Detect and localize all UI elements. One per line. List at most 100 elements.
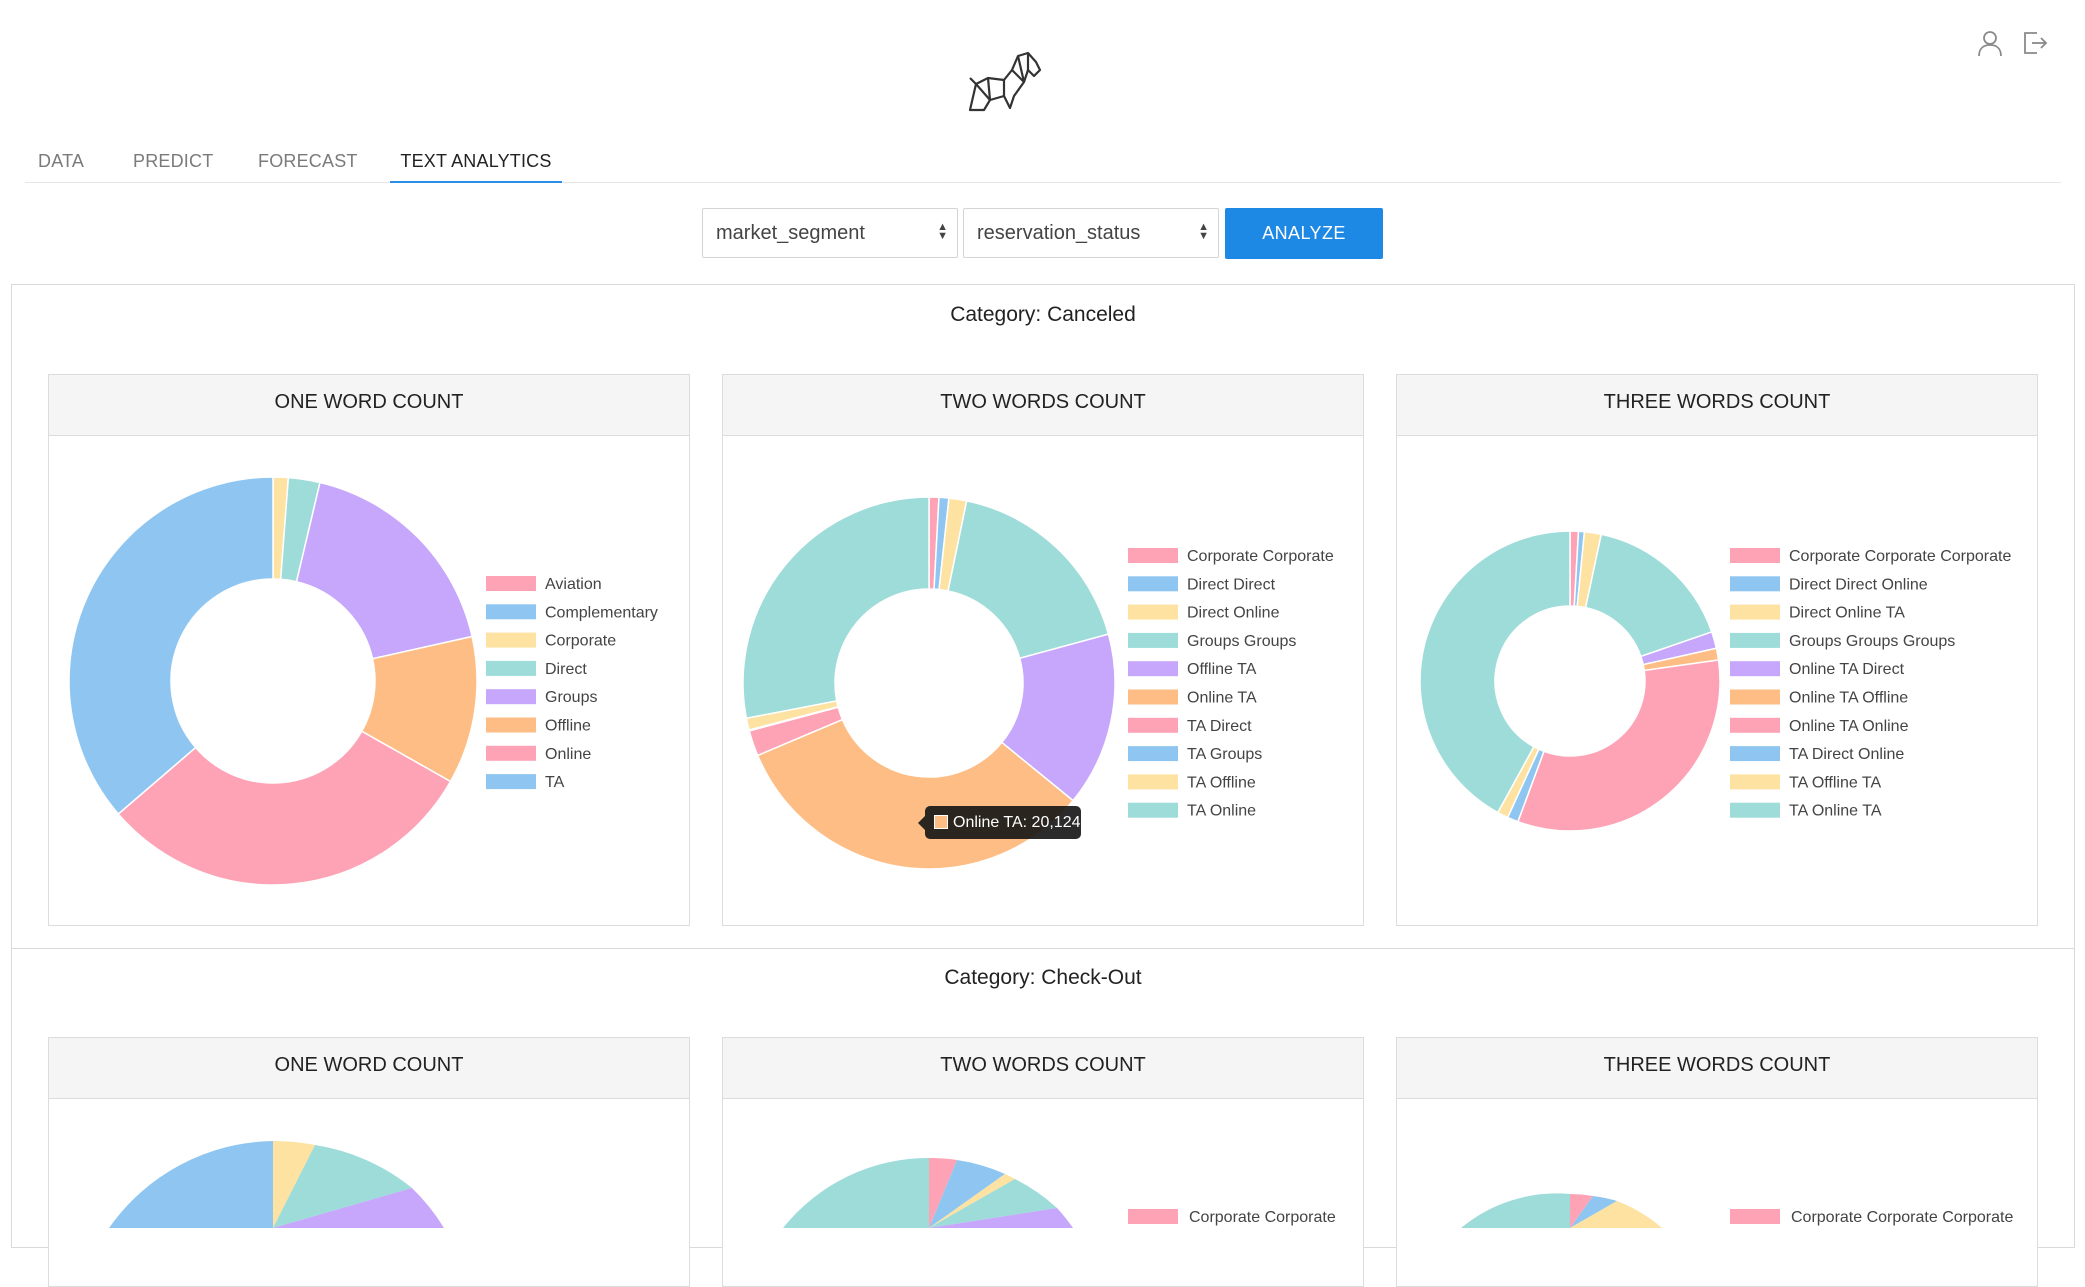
legend-swatch[interactable]: [486, 660, 536, 676]
pie-slice: [1570, 1196, 1617, 1228]
legend-label[interactable]: TA: [545, 774, 565, 791]
pie-slice-groups-groups-groups[interactable]: [1584, 533, 1713, 658]
legend-label[interactable]: TA Groups: [1187, 746, 1262, 763]
pie-slice: [109, 1141, 273, 1228]
legend-swatch[interactable]: [486, 689, 536, 705]
legend-swatch: [1730, 1209, 1780, 1224]
legend-label[interactable]: Direct Online: [1187, 605, 1280, 622]
legend-swatch[interactable]: [1730, 774, 1780, 790]
legend-label[interactable]: Direct Direct: [1187, 576, 1276, 593]
legend-label[interactable]: Groups: [545, 689, 597, 706]
donut-chart-one-word: Aviation Complementary Corporate Direct Grou…: [68, 476, 658, 886]
card-header: ONE WORD COUNT: [49, 375, 689, 436]
legend-swatch[interactable]: [1730, 689, 1780, 705]
category-title: Category: Canceled: [950, 303, 1136, 326]
legend-label[interactable]: Online TA Online: [1789, 718, 1909, 735]
legend-label[interactable]: TA Online TA: [1789, 803, 1882, 820]
pie-slice: [929, 1174, 1015, 1228]
legend-swatch[interactable]: [486, 717, 536, 733]
pie-slice-groups-groups[interactable]: [947, 499, 1110, 660]
legend-swatch[interactable]: [1730, 632, 1780, 648]
column-select-value: market_segment: [716, 222, 865, 244]
legend-label[interactable]: Offline: [545, 718, 591, 735]
user-icon[interactable]: [1975, 28, 2005, 58]
legend-swatch[interactable]: [486, 745, 536, 761]
legend-label[interactable]: Corporate Corporate: [1187, 548, 1334, 565]
legend-swatch[interactable]: [1128, 802, 1178, 818]
legend-swatch[interactable]: [1128, 661, 1178, 677]
pie-slice-online[interactable]: [117, 730, 452, 886]
legend-swatch[interactable]: [1128, 632, 1178, 648]
legend-swatch[interactable]: [1128, 746, 1178, 762]
legend-swatch[interactable]: [486, 632, 536, 648]
legend-swatch[interactable]: [486, 604, 536, 620]
legend-swatch[interactable]: [1128, 689, 1178, 705]
legend-swatch[interactable]: [1128, 576, 1178, 592]
chart-card-one-word: ONE WORD COUNT: [48, 1037, 690, 1287]
legend-label[interactable]: Direct: [545, 661, 587, 678]
legend-swatch[interactable]: [1730, 802, 1780, 818]
legend-swatch[interactable]: [1730, 717, 1780, 733]
tab-text-analytics[interactable]: TEXT ANALYTICS: [390, 138, 562, 183]
legend-swatch[interactable]: [486, 576, 536, 591]
tooltip-swatch: [934, 815, 948, 829]
chart-card-three-words: THREE WORDS COUNT Corporate Corporate Co…: [1396, 1037, 2038, 1287]
legend-label[interactable]: TA Direct Online: [1789, 746, 1904, 763]
pie-slice: [783, 1157, 929, 1228]
legend-swatch[interactable]: [1128, 774, 1178, 790]
chart-card-two-words: TWO WORDS COUNT Corporate Corporate Direc…: [722, 374, 1364, 926]
legend-swatch[interactable]: [1128, 548, 1178, 563]
logout-icon[interactable]: [2019, 28, 2049, 58]
legend-label[interactable]: Aviation: [545, 576, 602, 593]
pie-slice-ta[interactable]: [68, 476, 274, 816]
legend-label[interactable]: Online TA Direct: [1789, 661, 1905, 678]
legend-label[interactable]: Direct Direct Online: [1789, 576, 1928, 593]
tab-predict[interactable]: PREDICT: [133, 151, 214, 171]
legend-label[interactable]: Groups Groups Groups: [1789, 633, 1955, 650]
pie-slice-ta-online-ta[interactable]: [1419, 530, 1571, 814]
legend-label[interactable]: TA Offline TA: [1789, 774, 1882, 791]
legend-swatch[interactable]: [486, 774, 536, 790]
legend-label[interactable]: Groups Groups: [1187, 633, 1296, 650]
pie-slice: [273, 1145, 412, 1228]
logo: [966, 48, 1042, 116]
legend-label[interactable]: TA Online: [1187, 803, 1256, 820]
legend-swatch[interactable]: [1730, 746, 1780, 762]
legend-swatch[interactable]: [1730, 604, 1780, 620]
card-header: TWO WORDS COUNT: [723, 375, 1363, 436]
legend-label[interactable]: Online TA Offline: [1789, 690, 1908, 707]
legend-label[interactable]: Corporate Corporate Corporate: [1789, 548, 2011, 565]
pie-slice: [1570, 1201, 1662, 1228]
tab-data[interactable]: DATA: [38, 151, 85, 171]
tab-forecast[interactable]: FORECAST: [258, 151, 358, 171]
legend-label[interactable]: TA Offline: [1187, 774, 1256, 791]
legend-label[interactable]: Complementary: [545, 604, 658, 621]
category-title: Category: Check-Out: [944, 966, 1142, 989]
column-select[interactable]: market_segment ▲ ▼: [702, 208, 958, 258]
pie-slice-online-ta-online[interactable]: [1516, 659, 1721, 832]
legend-label[interactable]: TA Direct: [1187, 718, 1252, 735]
tooltip-caret: [918, 816, 925, 830]
chart-card-three-words: THREE WORDS COUNT Corporate Corporate Co…: [1396, 374, 2038, 926]
donut-chart-two-words-partial: Corporate Corporate: [783, 1157, 1336, 1228]
analyze-button[interactable]: ANALYZE: [1225, 208, 1383, 259]
legend-swatch[interactable]: [1128, 717, 1178, 733]
legend-swatch[interactable]: [1128, 604, 1178, 620]
legend-label[interactable]: Corporate: [545, 633, 616, 650]
legend-label[interactable]: Direct Online TA: [1789, 605, 1905, 622]
legend-swatch[interactable]: [1730, 661, 1780, 677]
select-arrows-icon: ▲ ▼: [1198, 221, 1209, 242]
pie-slice: [929, 1160, 1005, 1228]
card-header: ONE WORD COUNT: [49, 1038, 689, 1099]
legend-swatch[interactable]: [1730, 548, 1780, 563]
legend-label[interactable]: Online TA: [1187, 690, 1257, 707]
card-header: THREE WORDS COUNT: [1397, 1038, 2037, 1099]
legend-label[interactable]: Online: [545, 746, 591, 763]
legend-swatch[interactable]: [1730, 576, 1780, 592]
legend-label[interactable]: Offline TA: [1187, 661, 1257, 678]
pie-slice-groups[interactable]: [295, 481, 473, 660]
category-select[interactable]: reservation_status ▲ ▼: [963, 208, 1219, 258]
pie-slice-ta-online[interactable]: [742, 496, 930, 720]
pie-slice: [273, 1140, 315, 1228]
card-header: TWO WORDS COUNT: [723, 1038, 1363, 1099]
